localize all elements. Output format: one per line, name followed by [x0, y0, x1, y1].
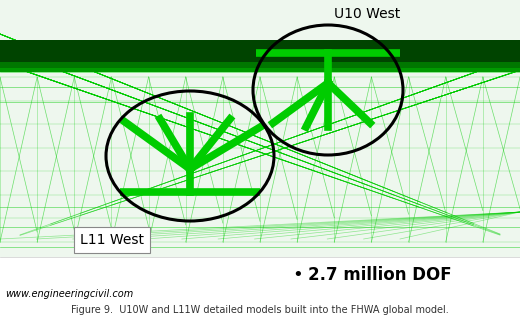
Bar	[0, 68, 520, 72]
Bar	[0, 40, 520, 62]
Text: U10 West: U10 West	[334, 7, 400, 21]
Text: www.engineeringcivil.com: www.engineeringcivil.com	[5, 289, 133, 299]
Text: •: •	[293, 266, 303, 284]
Bar	[0, 62, 520, 68]
Text: L11 West: L11 West	[80, 233, 144, 247]
Bar	[0, 0, 520, 257]
Text: Figure 9.  U10W and L11W detailed models built into the FHWA global model.: Figure 9. U10W and L11W detailed models …	[71, 305, 449, 315]
Text: 2.7 million DOF: 2.7 million DOF	[308, 266, 452, 284]
